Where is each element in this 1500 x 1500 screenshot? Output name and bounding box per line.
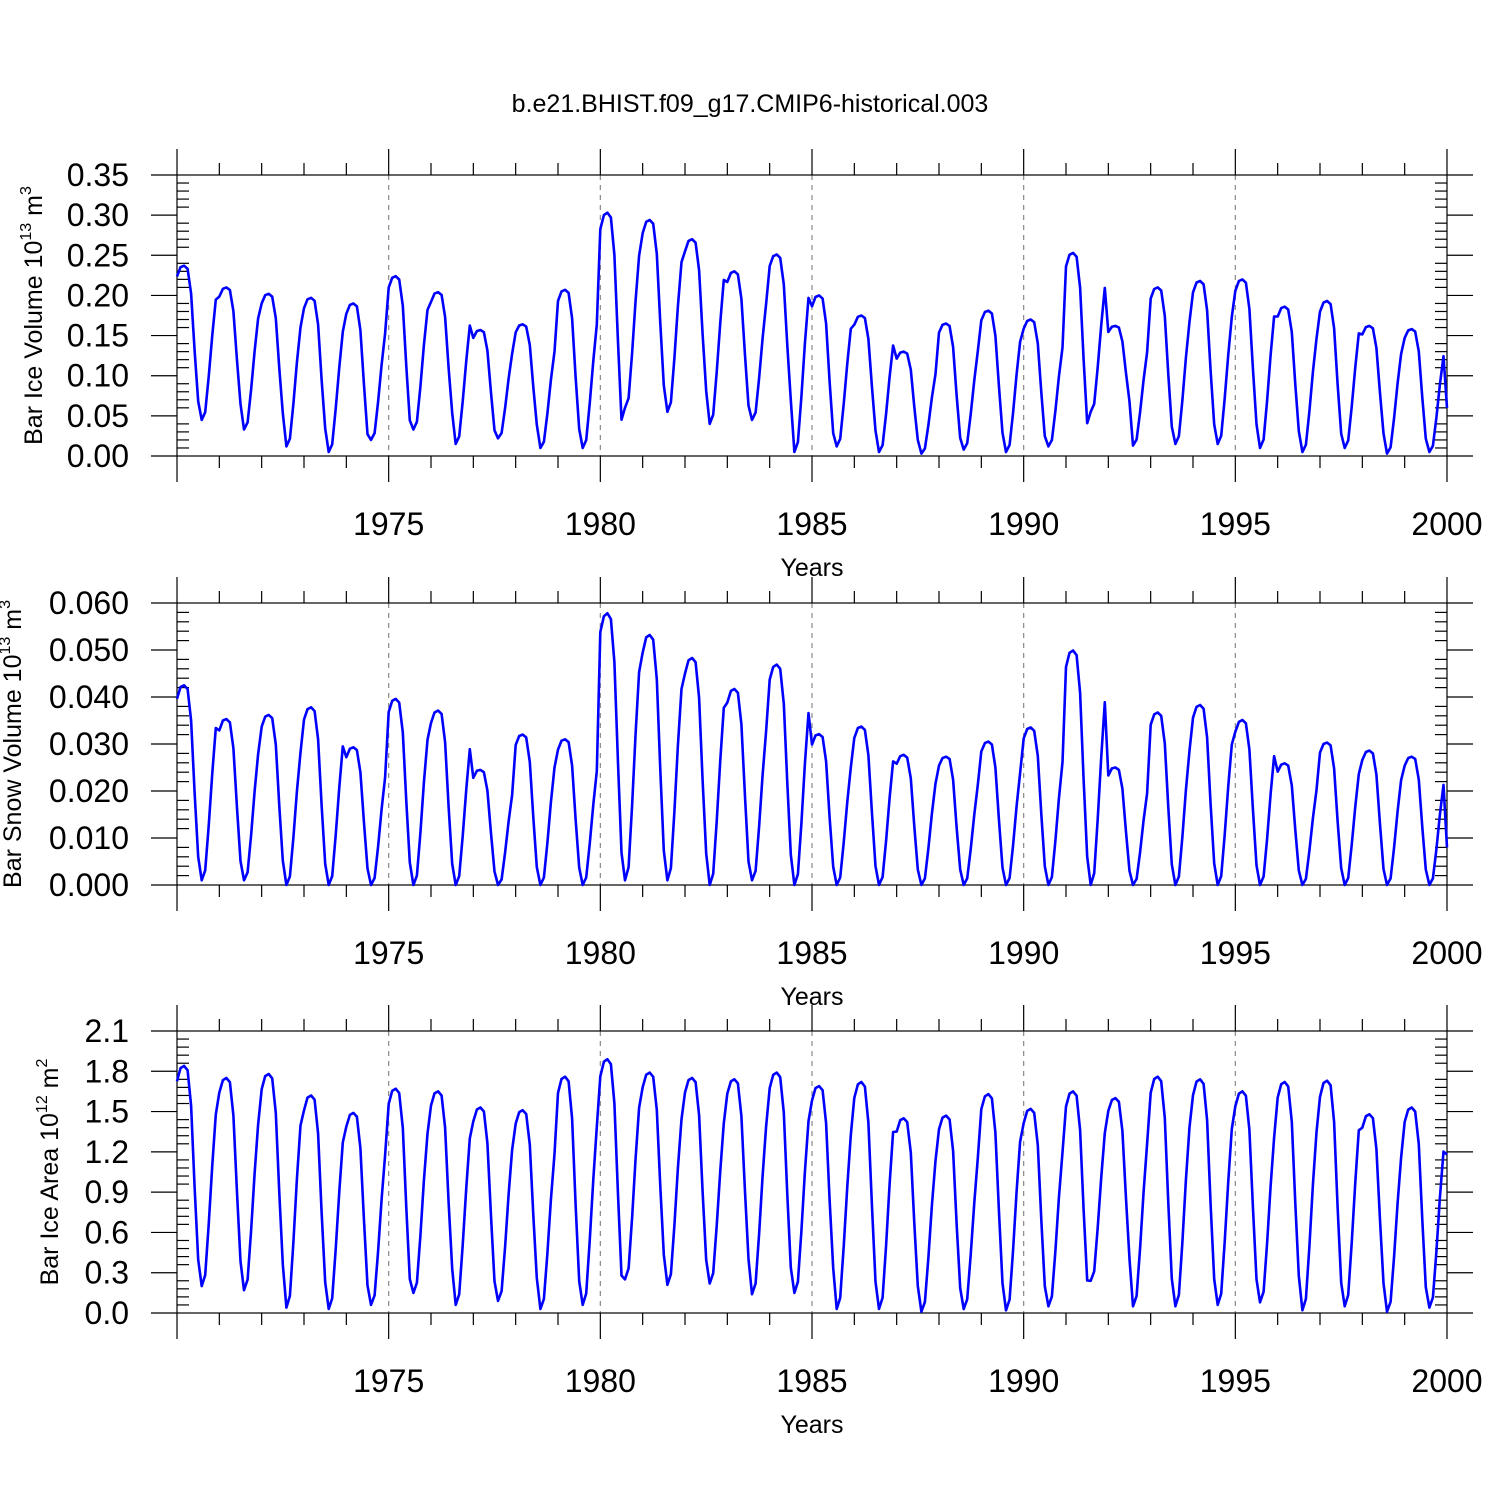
snow-volume-xtick-label: 2000 [1411,935,1482,971]
ice-area-xtick-label: 1980 [565,1363,636,1399]
panel-snow-volume: 0.000 0.010 0.020 0.030 0.040 0.050 0.060 1975 1… [0,577,1483,1011]
panel-ice-volume: 0.00 0.05 0.10 0.15 0.20 0.25 0.30 0.35 1975 1980… [18,149,1483,582]
ice-area-xtick-label: 1995 [1200,1363,1271,1399]
ice-volume-ytick-label: 0.00 [67,438,129,474]
ice-volume-xtick-label: 2000 [1411,506,1482,542]
ice-area-ytick-label: 1.2 [85,1134,129,1170]
ice-volume-xtick-label: 1975 [353,506,424,542]
ice-area-xtick-label: 1975 [353,1363,424,1399]
snow-volume-series-line [175,611,1449,887]
ice-area-series-line [175,1057,1448,1313]
ice-volume-xtick-label: 1985 [776,506,847,542]
ice-area-xtick-label: 1985 [776,1363,847,1399]
ice-area-ytick-label: 2.1 [85,1013,129,1049]
ice-area-ylabel: Bar Ice Area 1012 m2 [34,1059,64,1286]
ice-volume-xtick-label: 1995 [1200,506,1271,542]
snow-volume-ytick-label: 0.010 [49,820,129,856]
ice-volume-ytick-label: 0.30 [67,197,129,233]
snow-volume-xtick-label: 1995 [1200,935,1271,971]
ice-area-ytick-label: 0.3 [85,1255,129,1291]
snow-volume-ytick-label: 0.030 [49,726,129,762]
ice-volume-series-line [175,211,1449,455]
snow-volume-ytick-label: 0.040 [49,679,129,715]
ice-volume-ylabel: Bar Ice Volume 1013 m3 [18,186,48,445]
ice-volume-xtick-label: 1980 [565,506,636,542]
snow-volume-xtick-label: 1975 [353,935,424,971]
ice-area-ytick-label: 0.0 [85,1295,129,1331]
snow-volume-xtick-label: 1980 [565,935,636,971]
ice-area-xtick-label: 2000 [1411,1363,1482,1399]
snow-volume-ytick-label: 0.060 [49,585,129,621]
ice-volume-ytick-label: 0.10 [67,358,129,394]
ice-volume-ytick-label: 0.25 [67,237,129,273]
snow-volume-xtick-label: 1985 [776,935,847,971]
ice-volume-ytick-label: 0.15 [67,318,129,354]
ice-area-xlabel: Years [780,1411,843,1439]
ice-volume-xtick-label: 1990 [988,506,1059,542]
figure-title: b.e21.BHIST.f09_g17.CMIP6-historical.003 [512,90,989,118]
ice-volume-ytick-label: 0.35 [67,157,129,193]
snow-volume-ytick-label: 0.020 [49,773,129,809]
ice-area-xtick-label: 1990 [988,1363,1059,1399]
ice-area-ytick-label: 0.6 [85,1214,129,1250]
ice-area-ytick-label: 1.5 [85,1094,129,1130]
ice-volume-ytick-label: 0.05 [67,398,129,434]
ice-volume-ytick-label: 0.20 [67,277,129,313]
snow-volume-ylabel: Bar Snow Volume 1013 m3 [0,600,27,888]
panel-ice-area: 0.0 0.3 0.6 0.9 1.2 1.5 1.8 2.1 1975 1980 1985 1990… [34,1005,1483,1439]
snow-volume-xtick-label: 1990 [988,935,1059,971]
ice-area-ytick-label: 1.8 [85,1053,129,1089]
snow-volume-ytick-label: 0.000 [49,867,129,903]
snow-volume-ytick-label: 0.050 [49,632,129,668]
ice-area-ytick-label: 0.9 [85,1174,129,1210]
